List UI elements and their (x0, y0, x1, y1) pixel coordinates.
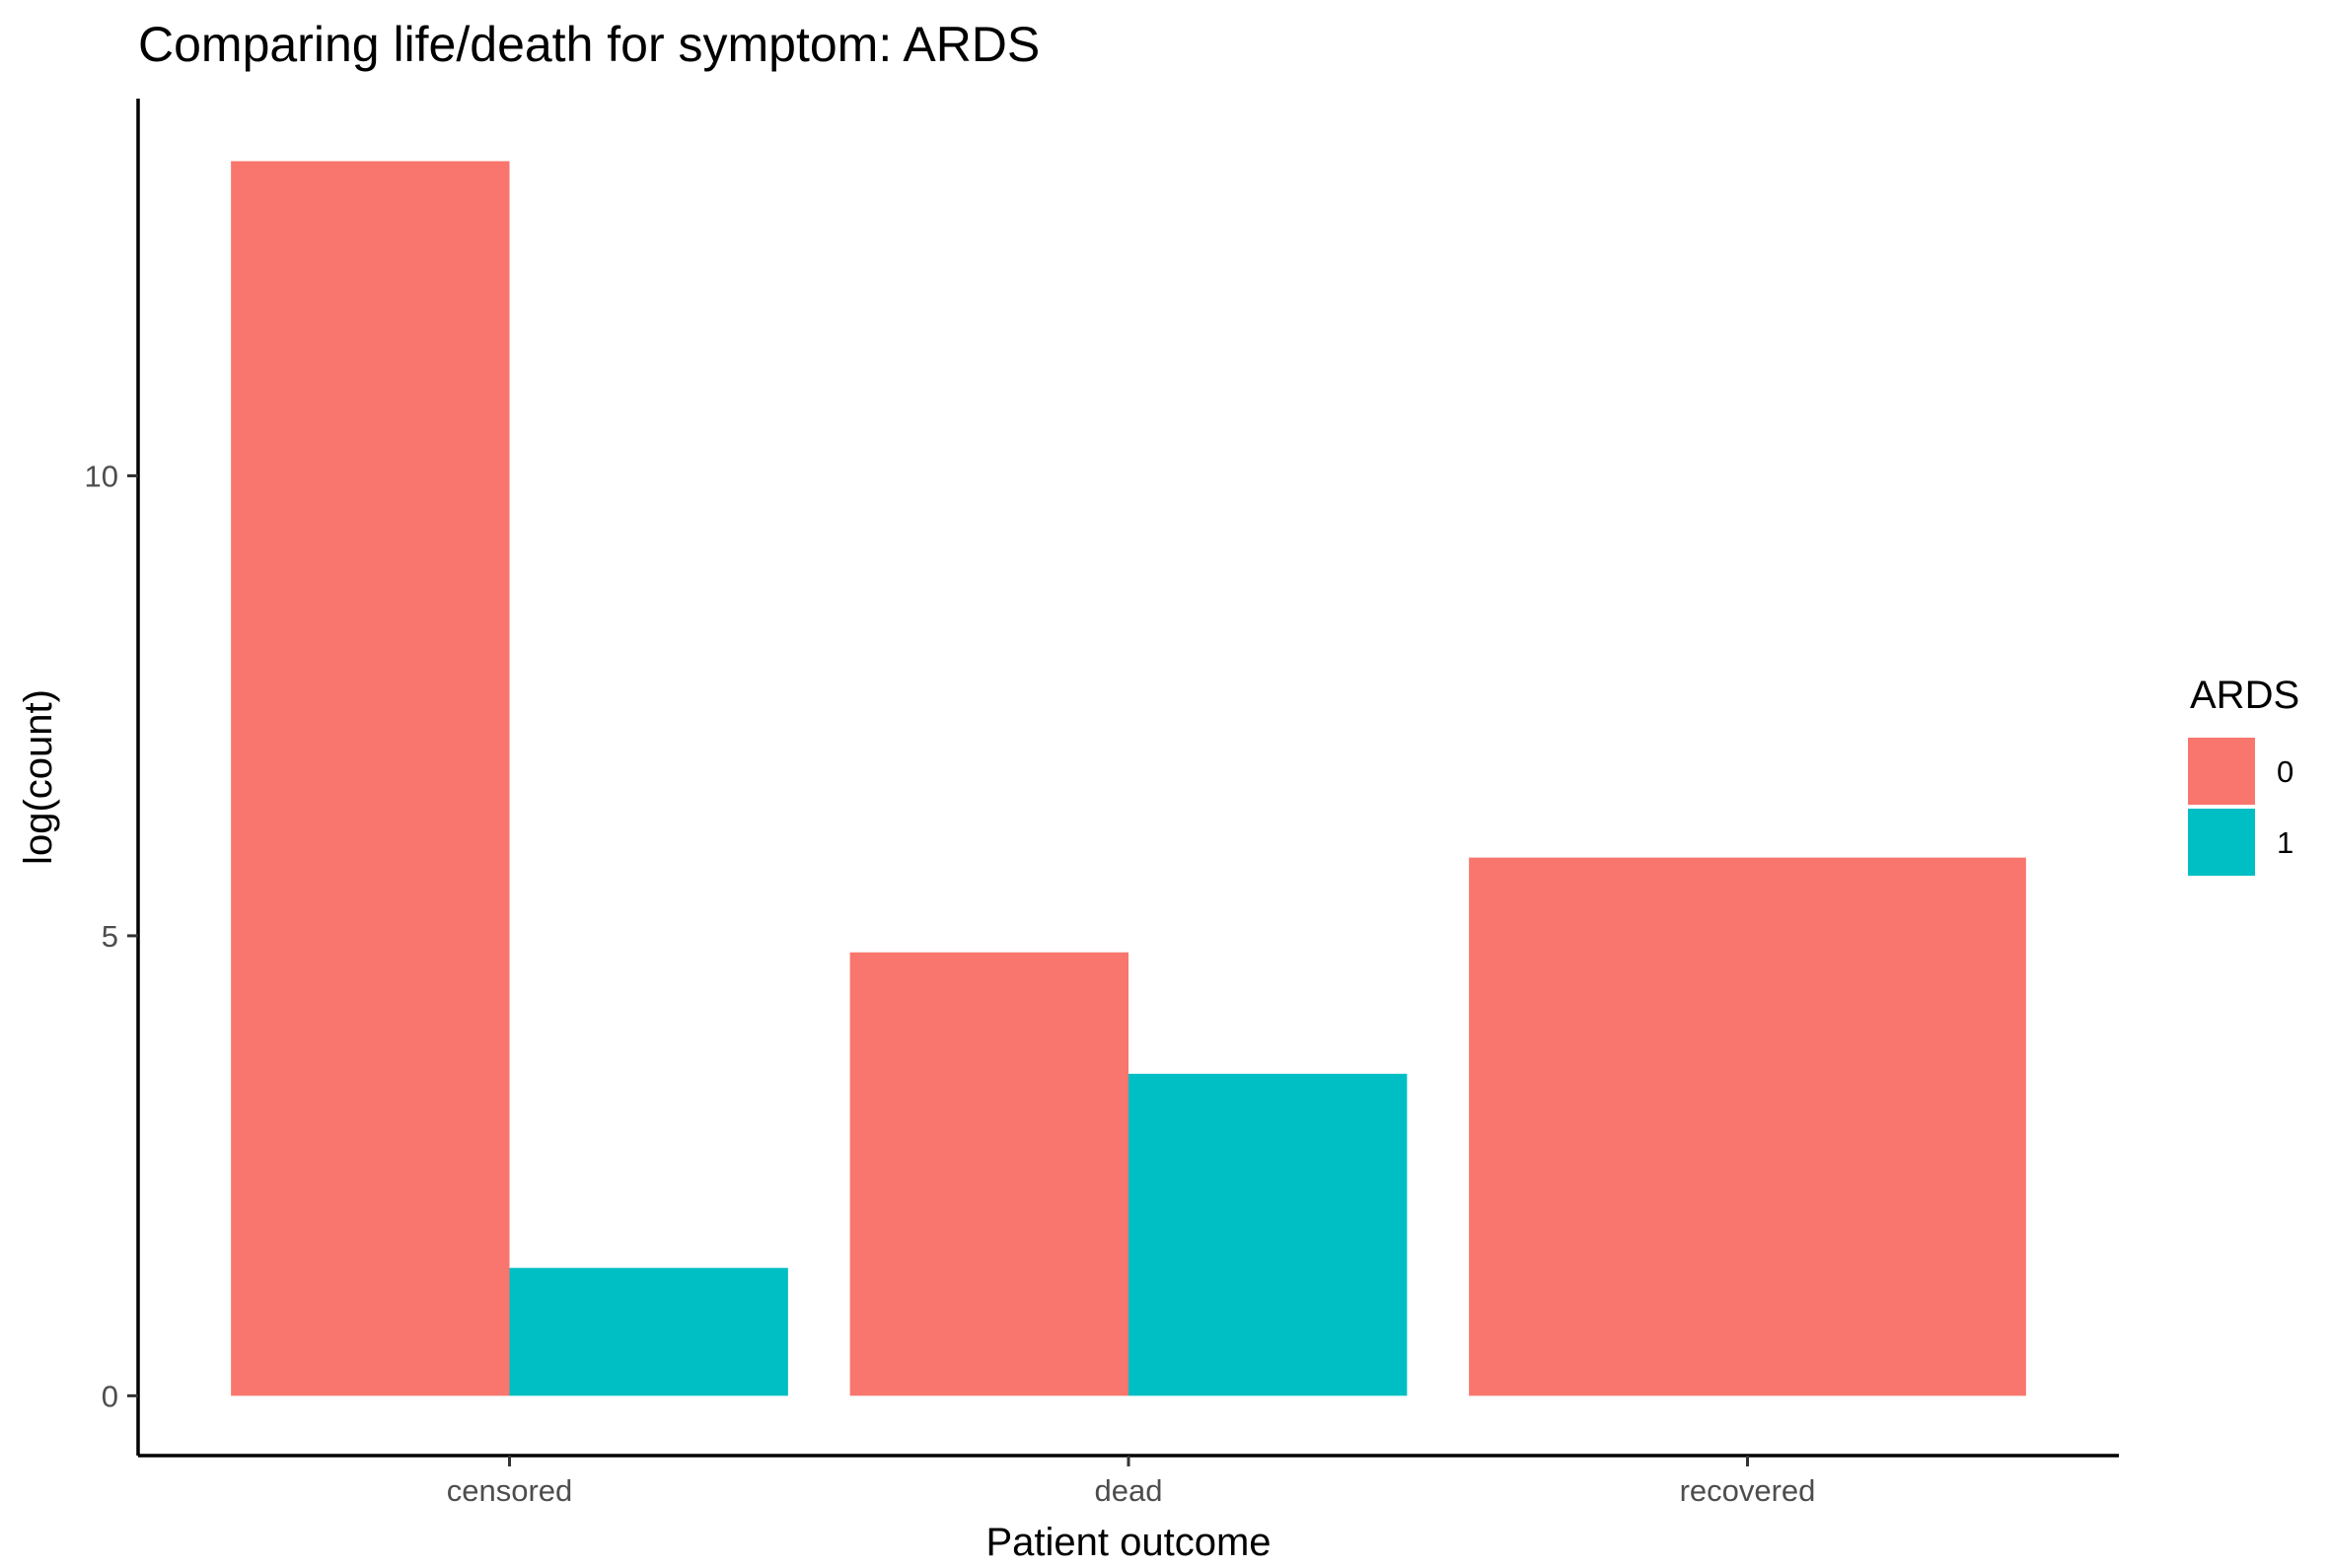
x-axis-title: Patient outcome (985, 1521, 1271, 1564)
y-tick-label-0: 0 (102, 1379, 118, 1413)
bar-dead-series-1 (1129, 1073, 1408, 1396)
bar-censored-series-1 (509, 1267, 788, 1396)
bar-censored-series-0 (231, 161, 510, 1396)
legend-key-0 (2188, 738, 2255, 805)
legend-label-0: 0 (2277, 754, 2294, 789)
y-tick-label-10: 10 (85, 459, 118, 493)
x-tick-label-recovered: recovered (1680, 1473, 1816, 1508)
bar-dead-series-0 (849, 952, 1129, 1396)
bar-recovered-series-0 (1469, 857, 2026, 1396)
y-axis-title: log(count) (17, 689, 60, 865)
x-tick-label-dead: dead (1095, 1473, 1163, 1508)
legend-keys: 01 (2188, 738, 2294, 876)
legend-key-1 (2188, 809, 2255, 876)
chart-title: Comparing life/death for symptom: ARDS (138, 17, 1040, 72)
legend-label-1: 1 (2277, 825, 2294, 860)
bars (231, 161, 2026, 1396)
x-axis-ticks: censored dead recovered (447, 1456, 1816, 1508)
x-tick-label-censored: censored (447, 1473, 573, 1508)
legend: ARDS 01 (2188, 674, 2299, 876)
y-axis-ticks: 0 5 10 (85, 459, 138, 1413)
legend-title: ARDS (2190, 674, 2299, 717)
y-tick-label-5: 5 (102, 919, 118, 954)
